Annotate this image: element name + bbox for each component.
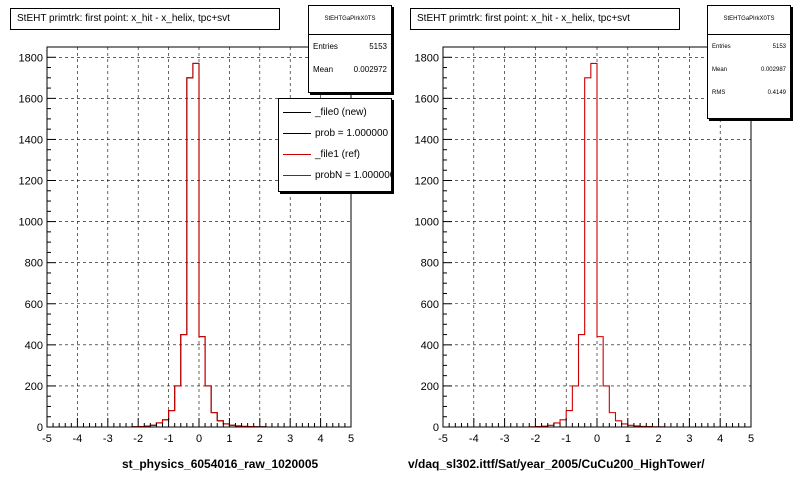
left-y-tick-label-5: 1000 <box>19 217 43 229</box>
right-mean-value: 0.002987 <box>760 66 786 73</box>
right-x-tick-label-4: -1 <box>561 433 571 445</box>
left-entries-label: Entries <box>313 42 338 51</box>
left-y-tick-label-0: 0 <box>37 422 43 434</box>
left-x-tick-label-5: 0 <box>196 433 202 445</box>
right-rms-value: 0.4149 <box>767 89 786 96</box>
left-y-tick-label-2: 400 <box>25 340 43 352</box>
left-entries-value: 5153 <box>369 42 387 51</box>
legend-swatch-file1 <box>283 154 311 155</box>
right-rms-label: RMS <box>712 89 726 96</box>
right-y-tick-label-2: 400 <box>421 340 439 352</box>
left-y-tick-label-9: 1800 <box>19 52 43 64</box>
legend-item-probn: probN = 1.000000 <box>279 165 391 186</box>
left-x-tick-label-8: 3 <box>287 433 293 445</box>
right-y-tick-label-4: 800 <box>421 258 439 270</box>
left-y-tick-label-1: 200 <box>25 381 43 393</box>
right-y-tick-label-1: 200 <box>421 381 439 393</box>
right-x-axis-title: v/daq_sl302.ittf/Sat/year_2005/CuCu200_H… <box>408 457 705 471</box>
left-y-tick-label-7: 1400 <box>19 134 43 146</box>
left-x-tick-label-2: -3 <box>103 433 113 445</box>
left-x-tick-label-10: 5 <box>348 433 354 445</box>
left-y-tick-label-8: 1600 <box>19 93 43 105</box>
right-x-tick-label-10: 5 <box>748 433 754 445</box>
right-y-tick-label-0: 0 <box>433 422 439 434</box>
left-x-tick-label-9: 4 <box>318 433 324 445</box>
legend-swatch-prob <box>283 133 311 134</box>
left-x-axis-title: st_physics_6054016_raw_1020005 <box>122 457 319 471</box>
left-y-tick-label-4: 800 <box>25 258 43 270</box>
right-stats-box: StEHTGaPlrkX0TS Entries 5153 Mean 0.0029… <box>707 5 791 119</box>
right-plot-title: StEHT primtrk: first point: x_hit - x_he… <box>410 8 680 30</box>
right-x-tick-label-9: 4 <box>717 433 723 445</box>
right-x-tick-label-7: 2 <box>656 433 662 445</box>
left-stats-header: StEHTGaPlrkX0TS <box>309 6 391 35</box>
right-x-tick-label-1: -4 <box>469 433 479 445</box>
legend-label-file1: _file1 (ref) <box>315 149 361 160</box>
right-y-tick-label-7: 1400 <box>415 134 439 146</box>
left-x-tick-label-6: 1 <box>226 433 232 445</box>
left-stats-box: StEHTGaPlrkX0TS Entries 5153 Mean 0.0029… <box>308 5 392 93</box>
left-plot-title: StEHT primtrk: first point: x_hit - x_he… <box>10 8 280 30</box>
right-x-tick-label-5: 0 <box>594 433 600 445</box>
left-x-tick-label-7: 2 <box>257 433 263 445</box>
right-x-tick-label-8: 3 <box>686 433 692 445</box>
right-y-tick-label-9: 1800 <box>415 52 439 64</box>
right-y-tick-label-3: 600 <box>421 299 439 311</box>
right-entries-label: Entries <box>712 43 731 50</box>
left-y-tick-label-6: 1200 <box>19 176 43 188</box>
left-x-tick-label-0: -5 <box>42 433 52 445</box>
left-y-tick-label-3: 600 <box>25 299 43 311</box>
legend-label-probn: probN = 1.000000 <box>315 170 392 181</box>
right-x-tick-label-2: -3 <box>500 433 510 445</box>
right-y-tick-label-5: 1000 <box>415 217 439 229</box>
right-y-tick-label-8: 1600 <box>415 93 439 105</box>
legend-label-prob: prob = 1.000000 <box>315 128 389 139</box>
left-mean-value: 0.002972 <box>353 65 387 74</box>
legend-item-file1: _file1 (ref) <box>279 144 391 165</box>
right-x-tick-label-0: -5 <box>438 433 448 445</box>
legend-swatch-file0 <box>283 112 311 113</box>
right-mean-label: Mean <box>712 66 728 73</box>
left-legend: _file0 (new) prob = 1.000000 _file1 (ref… <box>278 98 392 192</box>
legend-label-file0: _file0 (new) <box>315 107 367 118</box>
left-x-tick-label-3: -2 <box>133 433 143 445</box>
right-x-tick-label-6: 1 <box>625 433 631 445</box>
left-mean-label: Mean <box>313 65 334 74</box>
right-entries-value: 5153 <box>772 43 786 50</box>
left-x-tick-label-4: -1 <box>164 433 174 445</box>
right-y-tick-label-6: 1200 <box>415 176 439 188</box>
right-x-tick-label-3: -2 <box>531 433 541 445</box>
left-x-tick-label-1: -4 <box>73 433 83 445</box>
right-stats-header: StEHTGaPlrkX0TS <box>708 6 790 35</box>
legend-item-prob: prob = 1.000000 <box>279 123 391 144</box>
legend-item-file0: _file0 (new) <box>279 102 391 123</box>
legend-swatch-probn <box>283 175 311 176</box>
